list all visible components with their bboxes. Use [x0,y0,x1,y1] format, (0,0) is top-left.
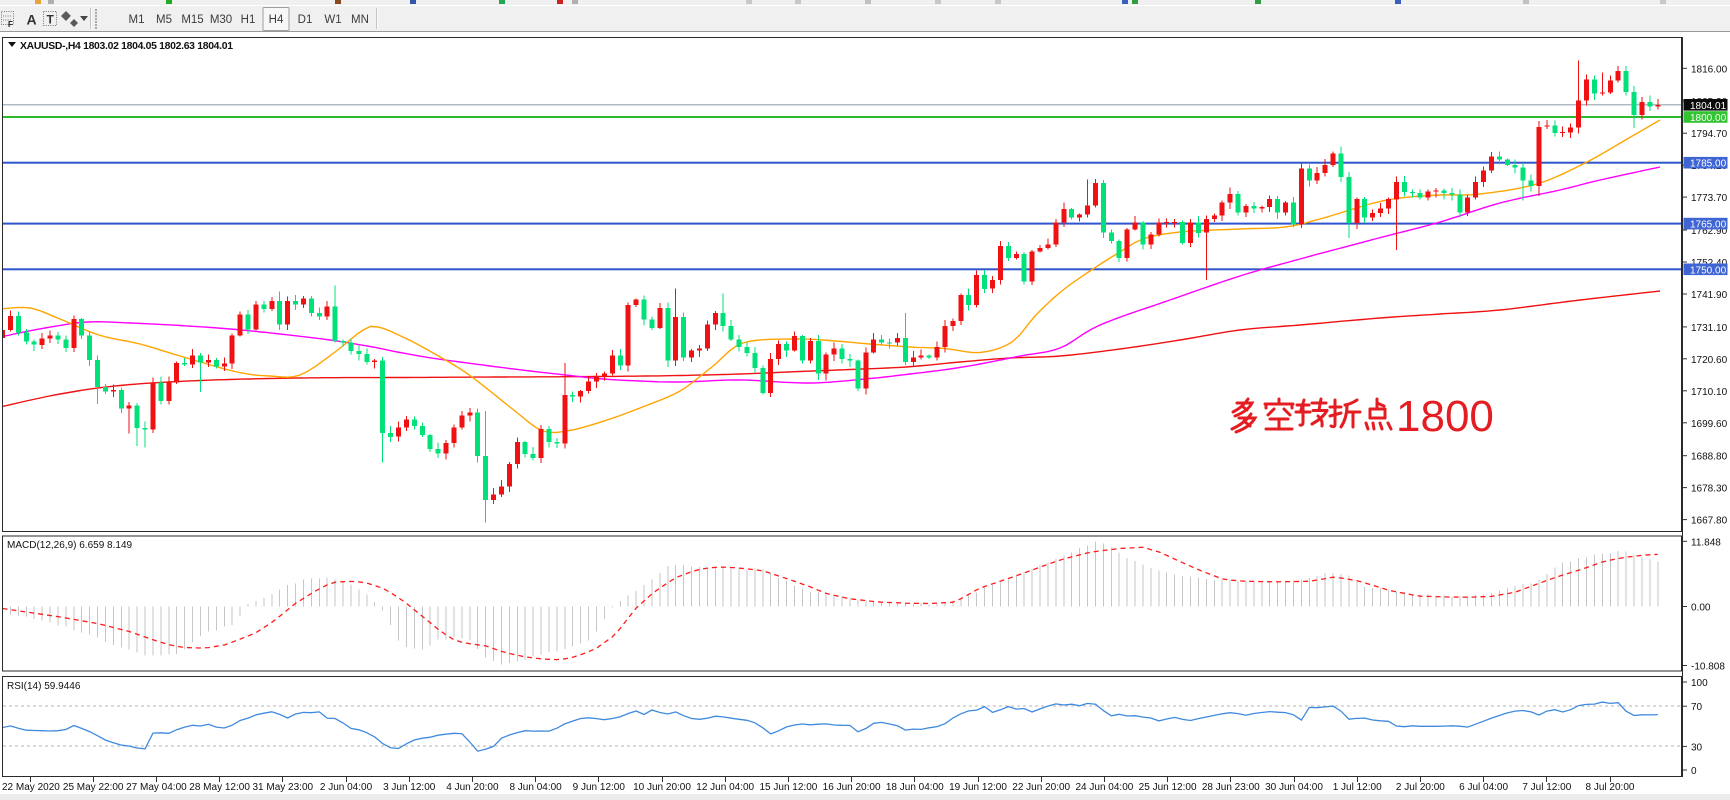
svg-text:100: 100 [1691,678,1708,689]
svg-text:MACD(12,26,9) 6.659 8.149: MACD(12,26,9) 6.659 8.149 [7,540,133,551]
svg-text:30: 30 [1691,742,1703,753]
svg-text:F: F [8,20,13,29]
svg-text:-10.808: -10.808 [1691,662,1725,673]
svg-text:28 Jun 23:00: 28 Jun 23:00 [1202,782,1260,793]
svg-text:2 Jul 20:00: 2 Jul 20:00 [1396,782,1445,793]
svg-text:9 Jun 12:00: 9 Jun 12:00 [573,782,626,793]
svg-text:2 Jun 04:00: 2 Jun 04:00 [320,782,373,793]
svg-text:M5: M5 [156,14,172,26]
svg-text:4 Jun 20:00: 4 Jun 20:00 [446,782,499,793]
svg-text:3 Jun 12:00: 3 Jun 12:00 [383,782,436,793]
svg-text:1794.70: 1794.70 [1691,129,1728,140]
svg-text:1731.10: 1731.10 [1691,323,1728,334]
svg-text:12 Jun 04:00: 12 Jun 04:00 [696,782,754,793]
svg-text:A: A [27,12,37,28]
svg-text:T: T [47,13,55,27]
svg-text:XAUUSD-,H4 1803.02 1804.05 18: XAUUSD-,H4 1803.02 1804.05 1802.63 1804.… [20,41,233,52]
svg-text:22 May 2020: 22 May 2020 [2,782,60,793]
svg-text:1 Jul 12:00: 1 Jul 12:00 [1333,782,1382,793]
svg-text:1720.60: 1720.60 [1691,355,1728,366]
svg-text:1765.00: 1765.00 [1690,220,1727,231]
svg-text:6 Jul 04:00: 6 Jul 04:00 [1459,782,1508,793]
svg-text:28 May 12:00: 28 May 12:00 [189,782,250,793]
svg-text:15 Jun 12:00: 15 Jun 12:00 [759,782,817,793]
svg-text:16 Jun 20:00: 16 Jun 20:00 [823,782,881,793]
svg-text:1710.10: 1710.10 [1691,387,1728,398]
svg-text:27 May 04:00: 27 May 04:00 [126,782,187,793]
svg-text:1816.00: 1816.00 [1691,64,1728,75]
svg-text:10 Jun 20:00: 10 Jun 20:00 [633,782,691,793]
svg-text:M30: M30 [210,14,232,26]
svg-text:1741.90: 1741.90 [1691,290,1728,301]
svg-text:25 May 22:00: 25 May 22:00 [63,782,124,793]
svg-text:8 Jul 20:00: 8 Jul 20:00 [1586,782,1635,793]
svg-text:1750.00: 1750.00 [1690,265,1727,276]
svg-text:1800.00: 1800.00 [1690,113,1727,124]
svg-text:1785.00: 1785.00 [1690,159,1727,170]
svg-text:70: 70 [1691,702,1703,713]
svg-text:1773.70: 1773.70 [1691,193,1728,204]
svg-text:RSI(14) 59.9446: RSI(14) 59.9446 [7,681,81,692]
svg-text:MN: MN [351,14,369,26]
svg-text:1800: 1800 [1396,392,1494,441]
svg-text:H4: H4 [269,14,284,26]
svg-text:8 Jun 04:00: 8 Jun 04:00 [509,782,562,793]
svg-text:0: 0 [1691,766,1697,777]
svg-text:24 Jun 04:00: 24 Jun 04:00 [1075,782,1133,793]
svg-text:30 Jun 04:00: 30 Jun 04:00 [1265,782,1323,793]
svg-text:W1: W1 [324,14,341,26]
svg-text:19 Jun 12:00: 19 Jun 12:00 [949,782,1007,793]
svg-text:1804.01: 1804.01 [1690,101,1727,112]
svg-text:22 Jun 20:00: 22 Jun 20:00 [1012,782,1070,793]
svg-text:1688.80: 1688.80 [1691,452,1728,463]
svg-text:1678.30: 1678.30 [1691,484,1728,495]
svg-text:M1: M1 [129,14,145,26]
svg-text:0.00: 0.00 [1691,603,1711,614]
svg-text:25 Jun 12:00: 25 Jun 12:00 [1139,782,1197,793]
svg-text:7 Jul 12:00: 7 Jul 12:00 [1522,782,1571,793]
svg-text:D1: D1 [298,14,313,26]
svg-text:H1: H1 [241,14,256,26]
svg-text:18 Jun 04:00: 18 Jun 04:00 [886,782,944,793]
svg-text:1762.90: 1762.90 [1691,226,1728,237]
svg-text:1667.80: 1667.80 [1691,516,1728,527]
svg-text:11.848: 11.848 [1691,537,1721,548]
svg-text:31 May 23:00: 31 May 23:00 [252,782,313,793]
svg-text:M15: M15 [181,14,203,26]
svg-text:1699.60: 1699.60 [1691,419,1728,430]
